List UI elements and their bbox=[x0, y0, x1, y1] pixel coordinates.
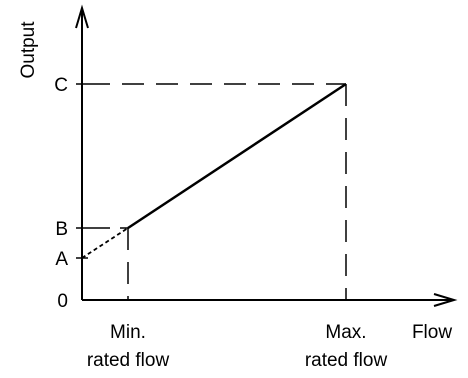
output-line bbox=[127, 82, 347, 230]
y-tick-label-b: B bbox=[55, 219, 68, 240]
x-axis-arrow bbox=[433, 293, 458, 307]
x-axis-label: Flow bbox=[412, 322, 452, 343]
y-tick-label-a: A bbox=[55, 249, 68, 270]
y-tick-label-c: C bbox=[54, 75, 68, 96]
x-tick-label-min-line2: rated flow bbox=[87, 350, 170, 371]
y-axis-label: Output bbox=[18, 21, 39, 79]
x-tick-label-max-line2: rated flow bbox=[305, 350, 388, 371]
x-tick-label-min-line1: Min. bbox=[110, 322, 146, 343]
y-tick-label-zero: 0 bbox=[57, 291, 68, 312]
extrapolated-output-line bbox=[81, 227, 129, 259]
x-tick-label-max-line1: Max. bbox=[325, 322, 366, 343]
y-axis-arrow bbox=[75, 4, 89, 29]
